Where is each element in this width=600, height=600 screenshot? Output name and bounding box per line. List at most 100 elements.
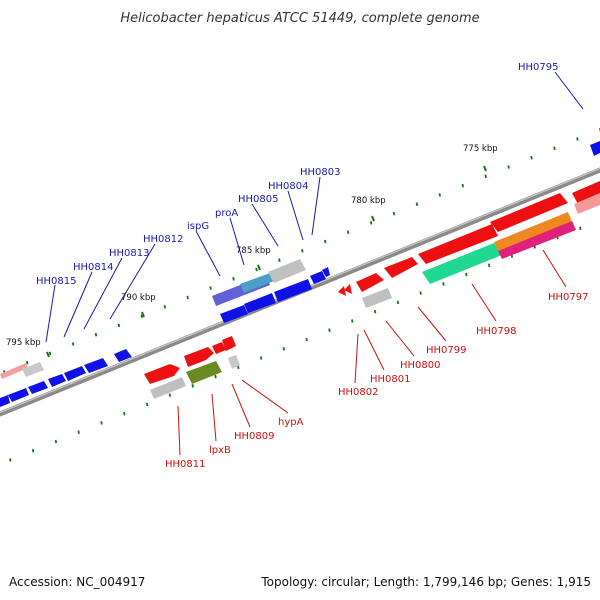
gene-hh0814-b[interactable] bbox=[28, 381, 48, 394]
inner-tick-mark bbox=[419, 291, 422, 295]
gene-hh0815-pseudo[interactable] bbox=[22, 362, 44, 377]
gene-lpxb[interactable] bbox=[186, 361, 222, 384]
inner-tick-mark bbox=[214, 374, 217, 379]
gene-hh0801[interactable] bbox=[356, 273, 384, 292]
gene-hh0804[interactable] bbox=[274, 279, 312, 302]
gene-lpxb-a[interactable] bbox=[184, 347, 214, 367]
outer-tick-mark bbox=[26, 360, 29, 365]
gene-hh0803-b[interactable] bbox=[322, 267, 330, 277]
gene-hh0800[interactable] bbox=[384, 257, 418, 278]
gene-hh0809-pseudo[interactable] bbox=[228, 355, 240, 369]
gene-hh0795[interactable] bbox=[590, 141, 600, 156]
inner-tick-mark bbox=[237, 365, 240, 370]
gene-hh0798-rrna[interactable] bbox=[422, 243, 502, 284]
gene-hh0797-b[interactable] bbox=[572, 181, 600, 204]
label-hh0811: HH0811 bbox=[165, 459, 206, 470]
gene-hh0802[interactable] bbox=[338, 286, 346, 296]
inner-tick-mark bbox=[328, 328, 331, 332]
gene-hh0815[interactable] bbox=[0, 395, 10, 407]
outer-tick-mark bbox=[255, 267, 258, 272]
gene-hh0815-rna[interactable] bbox=[0, 363, 28, 379]
outer-tick-mark bbox=[301, 249, 304, 253]
forward-strand-genes bbox=[0, 141, 600, 407]
label-hh0800: HH0800 bbox=[400, 360, 441, 371]
label-hh0801: HH0801 bbox=[370, 374, 411, 385]
outer-tick-mark bbox=[438, 193, 441, 197]
gene-hh0805-pseudo[interactable] bbox=[268, 259, 306, 283]
outer-tick-mark bbox=[117, 323, 121, 328]
gene-hypa[interactable] bbox=[222, 336, 236, 351]
inner-tick-mark bbox=[54, 439, 58, 444]
gene-ispg[interactable] bbox=[114, 349, 132, 362]
inner-tick-mark bbox=[442, 282, 445, 286]
ruler-label-785kbp: 785 kbp bbox=[236, 246, 271, 256]
gene-hh0812-b[interactable] bbox=[84, 358, 108, 373]
inner-tick-mark bbox=[351, 319, 354, 323]
outer-tick-mark bbox=[484, 174, 487, 179]
inner-tick-mark bbox=[487, 263, 491, 268]
gene-proa-cyan[interactable] bbox=[240, 273, 274, 293]
gene-hh0801-pseudo[interactable] bbox=[362, 288, 392, 308]
label-hh0804: HH0804 bbox=[268, 181, 309, 192]
gene-hh0798[interactable] bbox=[490, 193, 568, 232]
label-hypa: hypA bbox=[278, 417, 304, 428]
outer-tick-mark bbox=[209, 286, 212, 290]
outer-tick-mark bbox=[163, 305, 166, 309]
inner-tick-mark bbox=[123, 411, 126, 416]
ruler-label-790kbp: 790 kbp bbox=[121, 293, 156, 303]
gene-hh0813[interactable] bbox=[48, 374, 66, 387]
gene-hh0803[interactable] bbox=[310, 271, 326, 284]
inner-tick-mark bbox=[305, 337, 308, 342]
label-hh0803: HH0803 bbox=[300, 167, 341, 178]
accession-text: Accession: NC_004917 bbox=[9, 575, 145, 589]
gene-hh0797-pink[interactable] bbox=[574, 193, 600, 214]
label-hh0812: HH0812 bbox=[143, 234, 184, 245]
gene-hh0805[interactable] bbox=[244, 293, 276, 313]
inner-tick-mark bbox=[259, 356, 263, 360]
label-hh0813: HH0813 bbox=[109, 248, 150, 259]
outer-tick-mark bbox=[48, 351, 52, 356]
gene-hh0797-orange[interactable] bbox=[494, 212, 572, 251]
gene-hh0802-b[interactable] bbox=[344, 284, 352, 294]
inner-tick-mark bbox=[168, 393, 172, 397]
gene-hh0811-pseudo[interactable] bbox=[150, 377, 186, 399]
inner-tick-track bbox=[9, 226, 582, 462]
inner-tick-mark bbox=[31, 448, 35, 453]
inner-tick-mark bbox=[191, 384, 194, 388]
gene-hh0812[interactable] bbox=[64, 366, 86, 381]
gene-hh0809[interactable] bbox=[212, 342, 226, 354]
inner-tick-mark bbox=[396, 300, 400, 305]
gene-hh0797-magenta[interactable] bbox=[498, 221, 576, 259]
outer-tick-mark bbox=[530, 155, 533, 160]
label-hh0798: HH0798 bbox=[476, 326, 517, 337]
label-hh0814: HH0814 bbox=[73, 262, 114, 273]
outer-tick-mark bbox=[392, 211, 396, 216]
inner-tick-mark bbox=[465, 272, 468, 277]
gene-hh0806[interactable] bbox=[220, 305, 248, 323]
outer-tick-mark bbox=[140, 314, 143, 318]
outer-tick-mark bbox=[324, 239, 327, 244]
label-hh0795: HH0795 bbox=[518, 62, 559, 73]
ruler-label-780kbp: 780 kbp bbox=[351, 196, 386, 206]
gene-hh0814-a[interactable] bbox=[8, 388, 29, 402]
inner-tick-mark bbox=[9, 458, 12, 462]
inner-tick-mark bbox=[77, 430, 80, 434]
gene-hh0799[interactable] bbox=[418, 224, 498, 264]
outer-tick-mark bbox=[94, 332, 98, 337]
outer-tick-mark bbox=[346, 230, 350, 234]
forward-gene-labels: HH0815 HH0814 HH0813 HH0812 ispG proA HH… bbox=[36, 62, 584, 343]
inner-tick-mark bbox=[145, 402, 149, 407]
label-ispg: ispG bbox=[187, 221, 209, 232]
label-hh0805: HH0805 bbox=[238, 194, 279, 205]
reverse-gene-labels: HH0811 lpxB HH0809 hypA HH0802 HH0801 HH… bbox=[165, 249, 589, 470]
label-hh0815: HH0815 bbox=[36, 276, 77, 287]
gene-hh0811[interactable] bbox=[144, 364, 180, 384]
label-hh0797: HH0797 bbox=[548, 292, 589, 303]
label-hh0799: HH0799 bbox=[426, 345, 467, 356]
outer-tick-mark bbox=[71, 342, 75, 346]
label-proa: proA bbox=[215, 208, 238, 219]
outer-tick-mark bbox=[553, 146, 556, 151]
inner-tick-mark bbox=[100, 421, 103, 425]
outer-tick-mark bbox=[186, 295, 189, 300]
